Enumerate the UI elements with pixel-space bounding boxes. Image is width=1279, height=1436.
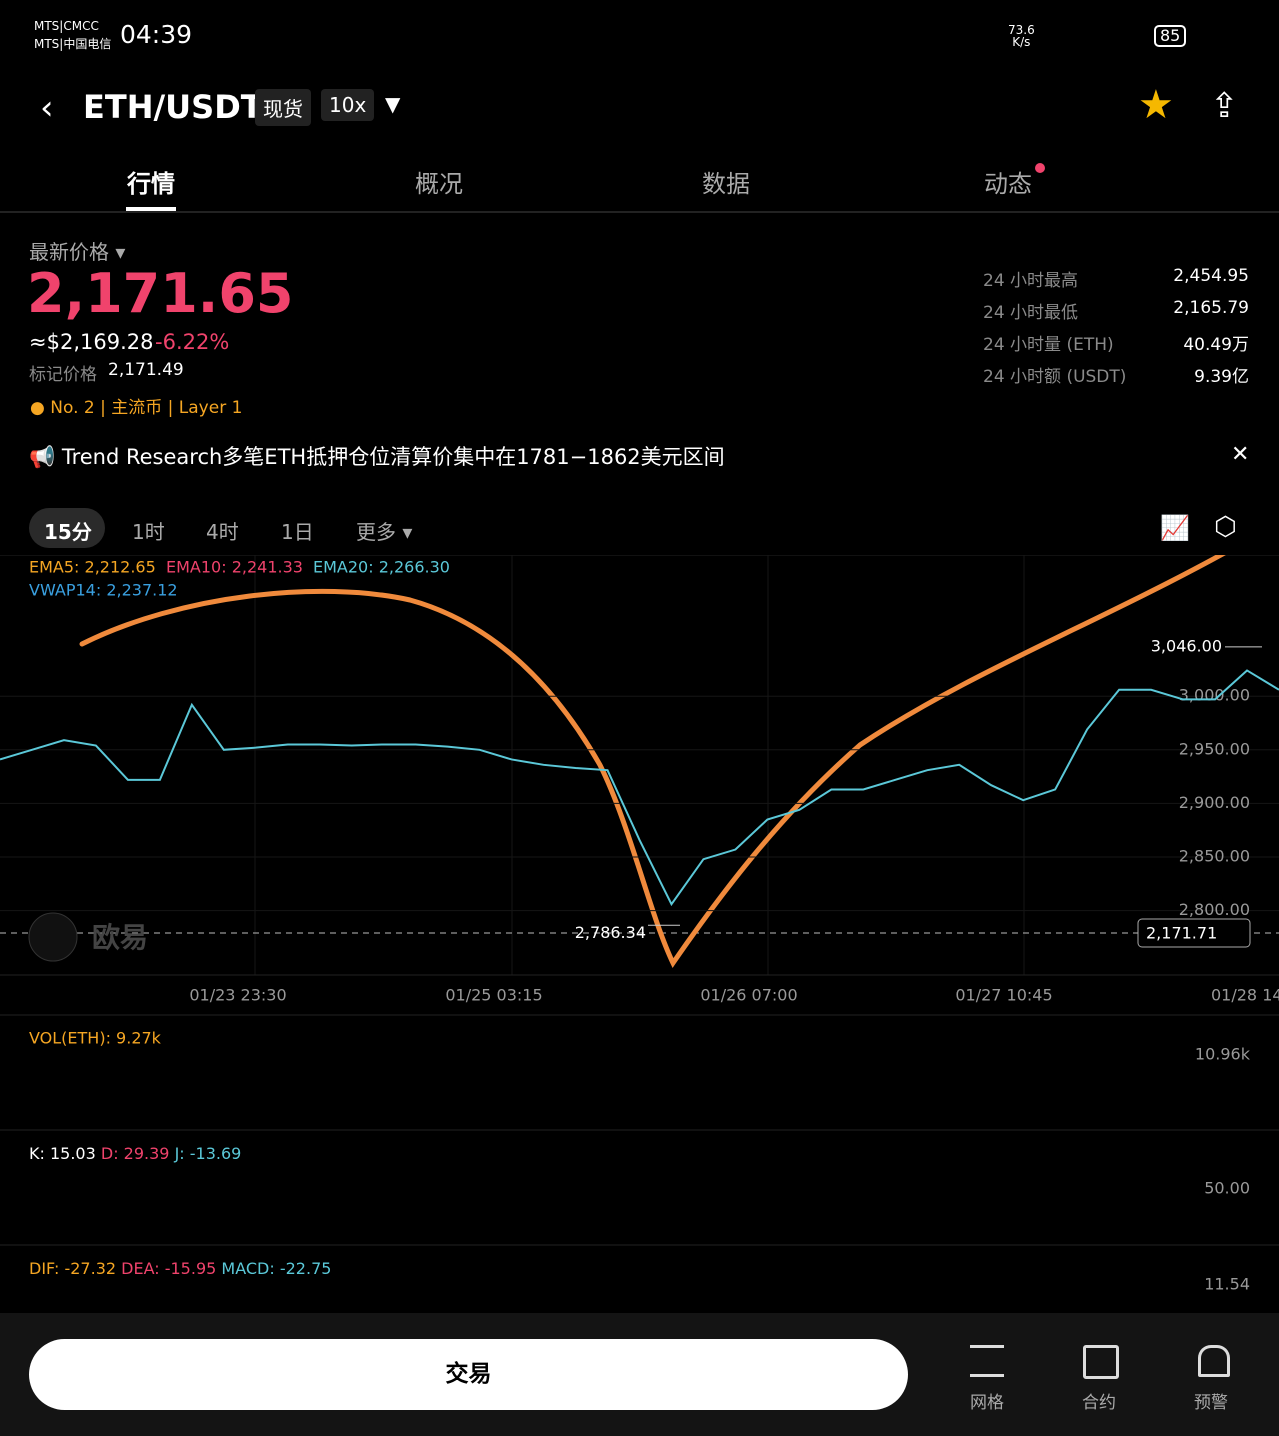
battery: 85 xyxy=(1154,25,1187,47)
stat-value: 2,165.79 xyxy=(1173,298,1249,318)
y-tick-label: 3,000.00 xyxy=(1179,686,1250,705)
tab[interactable]: 行情 xyxy=(127,170,175,198)
ema5: EMA5: 2,212.65 xyxy=(29,558,156,577)
grid-button[interactable]: 网格 xyxy=(970,1393,1004,1413)
d: D: 29.39 xyxy=(101,1144,170,1163)
back-button[interactable]: ‹ xyxy=(40,88,54,128)
interval[interactable]: 4时 xyxy=(206,520,239,544)
interval[interactable]: 更多 ▾ xyxy=(356,520,413,544)
tab[interactable]: 动态 xyxy=(984,170,1032,198)
stat-value: 2,454.95 xyxy=(1173,266,1249,286)
share[interactable]: ⇪ xyxy=(1210,86,1239,126)
volume-label: VOL(ETH): 9.27k xyxy=(29,1029,162,1048)
stat-value: 9.39亿 xyxy=(1194,367,1249,387)
current-price-box[interactable] xyxy=(1137,918,1251,948)
tag: 10x xyxy=(321,89,375,121)
macd: MACD: -22.75 xyxy=(221,1259,331,1278)
tags: ● No. 2 | 主流币 | Layer 1 xyxy=(30,398,243,418)
trade-button[interactable]: 交易 xyxy=(29,1339,908,1410)
watermark: 欧易 xyxy=(92,921,148,954)
macd-level: 11.54 xyxy=(1204,1275,1250,1294)
chart: 2,171.71 欧易 EMA5: 2,212.65 EMA10: 2,241.… xyxy=(0,555,1279,1294)
dea: DEA: -15.95 xyxy=(121,1259,216,1278)
stat-label: 24 小时量 (ETH) xyxy=(983,335,1114,355)
indicator-button[interactable]: 📈 xyxy=(1160,514,1190,542)
favorite[interactable]: ★ xyxy=(1138,82,1174,128)
current-price: 2,171.71 xyxy=(1146,924,1217,943)
annotation-curve xyxy=(79,555,1226,968)
close[interactable]: ✕ xyxy=(1231,442,1250,467)
interval-selected xyxy=(29,508,105,548)
tab[interactable]: 概况 xyxy=(415,170,463,198)
interval[interactable]: 15分 xyxy=(44,520,92,544)
stat-label: 24 小时最低 xyxy=(983,303,1079,323)
y-tick-label: 2,950.00 xyxy=(1179,739,1250,758)
settings-button[interactable]: ⬡ xyxy=(1214,512,1237,542)
contract-button[interactable]: 合约 xyxy=(1082,1393,1116,1413)
low-label: 2,786.34 xyxy=(575,923,646,942)
divider xyxy=(0,211,1279,213)
interval[interactable]: 1时 xyxy=(132,520,165,544)
rank: No. 2 xyxy=(50,398,95,418)
x-tick-label: 01/25 03:15 xyxy=(445,986,542,1005)
x-tick-label: 01/27 10:45 xyxy=(955,986,1052,1005)
grid-icon xyxy=(970,1345,1004,1377)
stat-label: 24 小时额 (USDT) xyxy=(983,367,1127,387)
stat-label: 24 小时最高 xyxy=(983,271,1079,291)
k: K: 15.03 xyxy=(29,1144,96,1163)
x-tick-label: 01/23 23:30 xyxy=(189,986,286,1005)
change: -6.22% xyxy=(155,330,230,354)
v-grid xyxy=(254,555,1025,975)
speed-unit: K/s xyxy=(1012,35,1031,49)
pair: ETH/USDT xyxy=(83,88,263,126)
news-text: Trend Research多笔ETH抵押仓位清算价集中在1781−1862美元… xyxy=(61,445,725,469)
clock: 04:39 xyxy=(120,20,193,49)
mark-label: 标记价格 xyxy=(29,365,97,385)
price-line xyxy=(0,669,1279,907)
expand-button[interactable] xyxy=(28,912,78,962)
alert-icon xyxy=(1198,1345,1230,1377)
high-label: 3,046.00 xyxy=(1151,636,1222,655)
tag: 主流币 xyxy=(111,398,163,418)
speed: 73.6 xyxy=(1008,23,1035,37)
ema20: EMA20: 2,266.30 xyxy=(313,558,450,577)
tab[interactable]: 数据 xyxy=(702,170,750,198)
dropdown[interactable]: ▼ xyxy=(385,92,401,116)
net-speed: 73.6 K/s xyxy=(1008,24,1035,48)
macd-label: DIF: -27.32 DEA: -15.95 MACD: -22.75 xyxy=(29,1259,331,1278)
carrier: MTS|CMCC xyxy=(34,19,99,33)
label: 最新价格 xyxy=(29,240,109,264)
usd-price: ≈$2,169.28 xyxy=(29,330,154,354)
carriers: MTS|CMCC MTS|中国电信 xyxy=(34,17,111,53)
tag: 现货 xyxy=(255,89,311,126)
news[interactable]: 📢 Trend Research多笔ETH抵押仓位清算价集中在1781−1862… xyxy=(29,445,725,469)
more: 更多 xyxy=(356,520,396,544)
vwap: VWAP14: 2,237.12 xyxy=(29,581,178,600)
y-tick-label: 2,800.00 xyxy=(1179,900,1250,919)
kdj-label: K: 15.03 D: 29.39 J: -13.69 xyxy=(29,1144,241,1163)
kdj-level: 50.00 xyxy=(1204,1179,1250,1198)
mark-price: 2,171.49 xyxy=(108,360,184,380)
price-label: 最新价格 ▾ xyxy=(29,240,126,264)
stat-value: 40.49万 xyxy=(1183,335,1249,355)
y-tick-label: 2,850.00 xyxy=(1179,847,1250,866)
interval[interactable]: 1日 xyxy=(281,520,314,544)
y-tick-label: 2,900.00 xyxy=(1179,793,1250,812)
tab-indicator xyxy=(126,207,176,211)
ema10: EMA10: 2,241.33 xyxy=(166,558,303,577)
carrier: MTS|中国电信 xyxy=(34,37,112,51)
alert-button[interactable]: 预警 xyxy=(1194,1393,1228,1413)
j: J: -13.69 xyxy=(174,1144,242,1163)
contract-icon xyxy=(1083,1345,1119,1379)
x-tick-label: 01/26 07:00 xyxy=(700,986,797,1005)
x-tick-label: 01/28 14 xyxy=(1211,986,1279,1005)
dif: DIF: -27.32 xyxy=(29,1259,116,1278)
volume-max: 10.96k xyxy=(1195,1045,1251,1064)
badge xyxy=(1035,163,1045,173)
tag: Layer 1 xyxy=(178,398,243,418)
last-price: 2,171.65 xyxy=(27,262,294,325)
